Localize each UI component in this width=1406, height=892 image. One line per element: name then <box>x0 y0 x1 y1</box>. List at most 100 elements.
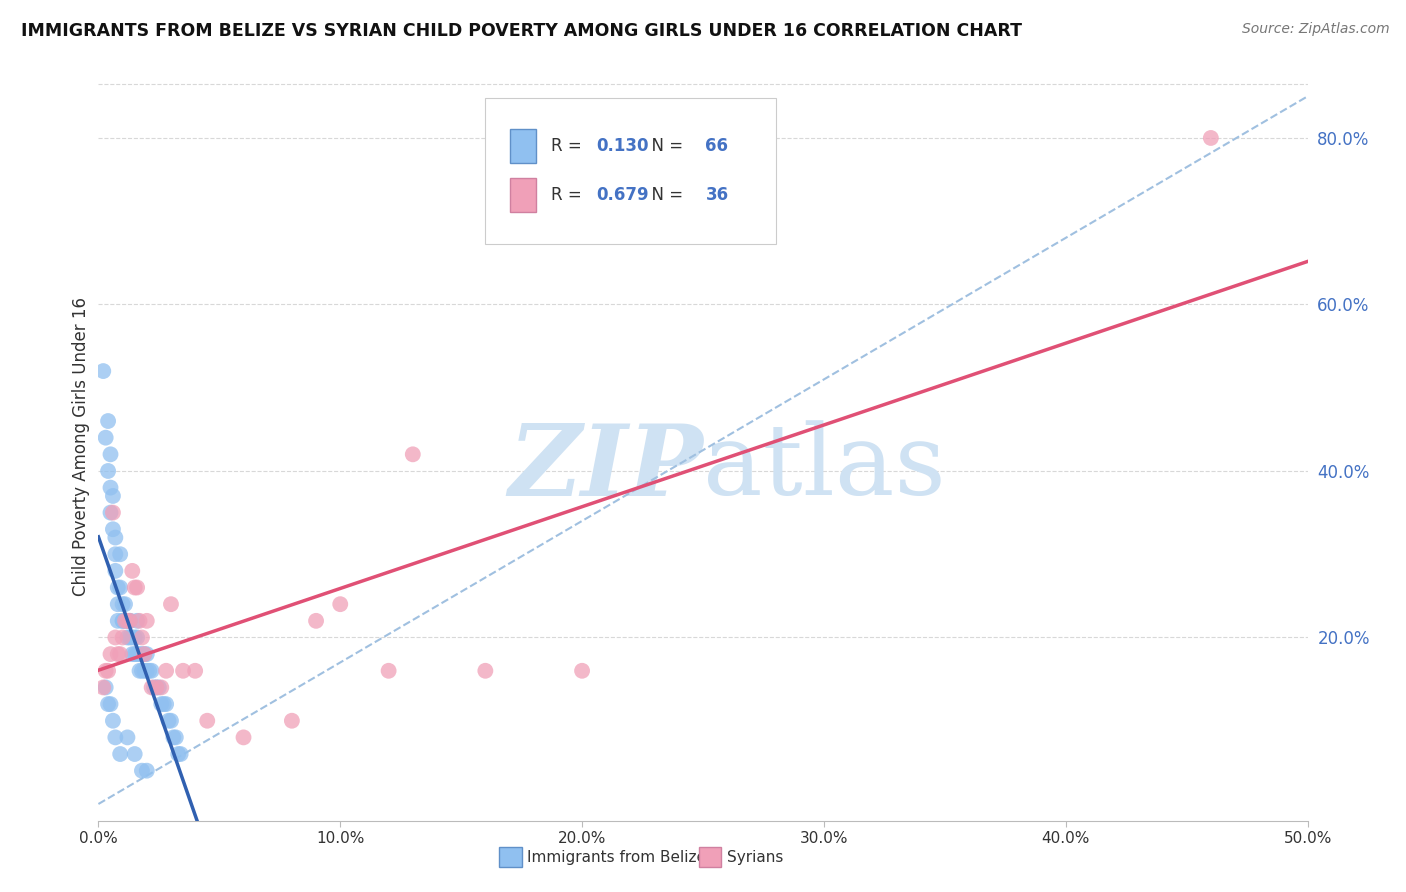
Point <box>101 506 124 520</box>
Point <box>127 581 149 595</box>
Point <box>135 647 157 661</box>
Point <box>329 597 352 611</box>
Point <box>157 714 180 728</box>
Point <box>167 747 190 761</box>
Text: IMMIGRANTS FROM BELIZE VS SYRIAN CHILD POVERTY AMONG GIRLS UNDER 16 CORRELATION : IMMIGRANTS FROM BELIZE VS SYRIAN CHILD P… <box>21 22 1022 40</box>
Point <box>111 597 134 611</box>
Point <box>127 614 149 628</box>
Point <box>104 547 127 561</box>
Point <box>101 714 124 728</box>
Point <box>107 614 129 628</box>
Point <box>97 414 120 428</box>
Point <box>134 647 156 661</box>
Point <box>114 597 136 611</box>
Point <box>118 614 141 628</box>
Text: N =: N = <box>641 186 689 204</box>
Point <box>117 614 139 628</box>
Point <box>114 614 136 628</box>
Point <box>97 697 120 711</box>
Point <box>107 647 129 661</box>
Point <box>135 764 157 778</box>
Y-axis label: Child Poverty Among Girls Under 16: Child Poverty Among Girls Under 16 <box>72 296 90 596</box>
Point <box>94 431 117 445</box>
Text: Source: ZipAtlas.com: Source: ZipAtlas.com <box>1241 22 1389 37</box>
Point <box>104 731 127 745</box>
Point <box>571 664 593 678</box>
Point <box>127 647 149 661</box>
Point <box>107 597 129 611</box>
Point <box>232 731 254 745</box>
Point <box>150 697 173 711</box>
Point <box>305 614 328 628</box>
Point <box>100 647 122 661</box>
Point <box>160 597 183 611</box>
Point <box>111 631 134 645</box>
Point <box>135 614 157 628</box>
Point <box>135 664 157 678</box>
Point <box>131 764 153 778</box>
Point <box>150 681 173 695</box>
Point <box>104 564 127 578</box>
Point <box>377 664 399 678</box>
Text: 0.130: 0.130 <box>596 137 650 155</box>
Text: Syrians: Syrians <box>727 850 783 864</box>
Point <box>91 681 114 695</box>
Text: atlas: atlas <box>703 421 946 516</box>
Text: N =: N = <box>641 137 689 155</box>
Point <box>108 747 131 761</box>
Point <box>124 631 146 645</box>
Point <box>118 614 141 628</box>
Text: Immigrants from Belize: Immigrants from Belize <box>527 850 706 864</box>
Point <box>104 531 127 545</box>
Point <box>108 647 131 661</box>
Point <box>104 631 127 645</box>
Point <box>127 631 149 645</box>
Bar <box>509 178 536 212</box>
Point <box>101 522 124 536</box>
Point <box>152 697 174 711</box>
Point <box>184 664 207 678</box>
Point <box>169 747 191 761</box>
Point <box>402 447 425 461</box>
Point <box>155 697 177 711</box>
Point <box>97 464 120 478</box>
Point <box>145 681 167 695</box>
Point <box>131 664 153 678</box>
Point <box>1199 131 1222 145</box>
Point <box>101 489 124 503</box>
Point <box>108 581 131 595</box>
Point <box>474 664 496 678</box>
Point <box>117 631 139 645</box>
Point <box>100 447 122 461</box>
Point <box>160 714 183 728</box>
Point <box>134 647 156 661</box>
Text: R =: R = <box>551 186 586 204</box>
Point <box>118 631 141 645</box>
Point <box>118 614 141 628</box>
Point <box>138 664 160 678</box>
Point <box>172 664 194 678</box>
Point <box>165 731 187 745</box>
Point <box>134 664 156 678</box>
Point <box>108 547 131 561</box>
Point <box>117 614 139 628</box>
Point <box>128 664 150 678</box>
Point <box>148 681 170 695</box>
Text: 36: 36 <box>706 186 728 204</box>
Point <box>94 664 117 678</box>
Point <box>97 664 120 678</box>
Point <box>124 747 146 761</box>
Point <box>155 664 177 678</box>
Text: ZIP: ZIP <box>508 420 703 516</box>
Bar <box>509 129 536 163</box>
Point <box>111 614 134 628</box>
Point <box>131 647 153 661</box>
Point <box>100 506 122 520</box>
Point <box>107 581 129 595</box>
Point <box>145 681 167 695</box>
Point <box>143 681 166 695</box>
Text: R =: R = <box>551 137 586 155</box>
Point <box>141 664 163 678</box>
Text: 0.679: 0.679 <box>596 186 650 204</box>
Point <box>100 697 122 711</box>
